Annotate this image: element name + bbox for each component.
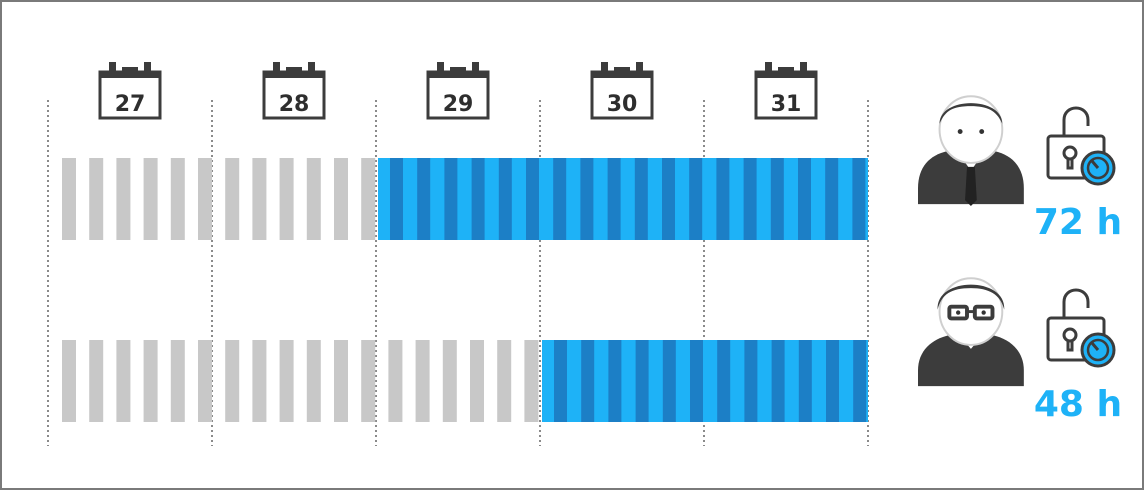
day-label: 29 [443,92,474,117]
inactive-stripe [198,340,212,422]
access-stripe [826,340,839,422]
inactive-stripe [306,158,321,240]
inactive-stripe [279,158,294,240]
businessman-avatar-icon [917,95,1025,208]
inactive-stripe [89,340,104,422]
inactive-stripe [442,340,457,422]
access-stripe [717,340,731,422]
inactive-stripe [89,158,104,240]
access-stripe [526,158,539,240]
day-label: 31 [771,92,802,117]
calendar-icon: 29 [426,60,490,120]
glasses-man-avatar-icon [916,276,1026,389]
access-stripe [743,158,757,240]
inactive-stripe [143,158,158,240]
inactive-stripe [252,158,267,240]
inactive-stripe [334,158,348,240]
access-stripe [716,158,730,240]
access-stripe [690,340,703,422]
inactive-stripe [470,340,484,422]
inactive-stripe [225,158,240,240]
access-window-bar [378,158,868,240]
access-hours-label: 48 h [1034,384,1122,425]
inactive-stripe [252,340,267,422]
inactive-stripe [116,158,131,240]
day-label: 30 [607,92,638,117]
inactive-stripe [279,340,294,422]
calendar-icon: 31 [754,60,818,120]
inactive-stripe [524,340,539,422]
inactive-stripe [497,340,512,422]
access-stripe [554,340,567,422]
user-row: 48 h [62,276,1122,425]
access-stripe [770,158,784,240]
access-stripe [662,340,676,422]
inactive-stripe [116,340,131,422]
access-stripe [798,158,811,240]
access-stripe [825,158,839,240]
access-stripe [771,340,785,422]
access-stripe [390,158,403,240]
inactive-stripe [334,340,348,422]
access-stripe [444,158,458,240]
inactive-stripe [361,158,376,240]
access-stripe [798,340,812,422]
access-stripe [553,158,567,240]
day-label: 27 [115,92,146,117]
access-stripe [634,158,648,240]
access-stripe [607,158,621,240]
access-stripe [471,158,485,240]
inactive-stripe [361,340,376,422]
inactive-stripe [143,340,158,422]
unlocked-timer-icon [1046,288,1116,368]
access-window-bar [542,340,868,422]
inactive-stripe [225,340,240,422]
inactive-stripe [170,340,185,422]
calendar-icon: 28 [262,60,326,120]
access-stripe [689,158,703,240]
inactive-stripe [388,340,403,422]
access-stripe [852,158,866,240]
calendar-icon: 30 [590,60,654,120]
inactive-stripe [306,340,321,422]
inactive-stripe [198,158,212,240]
calendar-icon: 27 [98,60,162,120]
inactive-stripe [415,340,430,422]
unlocked-timer-icon [1046,106,1116,186]
calendar-days: 27 28 29 30 31 [98,60,818,120]
access-stripe [662,158,675,240]
access-stripe [581,340,595,422]
access-hours-label: 72 h [1034,202,1122,243]
inactive-stripe [62,340,76,422]
access-stripe [417,158,431,240]
access-stripe [744,340,758,422]
access-stripe [853,340,867,422]
user-row: 72 h [62,95,1122,243]
access-stripe [580,158,594,240]
access-stripe [498,158,512,240]
inactive-stripe [62,158,76,240]
access-stripe [635,340,649,422]
inactive-stripe [170,158,185,240]
user-rows: 72 h 48 h [62,95,1122,425]
access-stripe [608,340,622,422]
day-label: 28 [279,92,310,117]
